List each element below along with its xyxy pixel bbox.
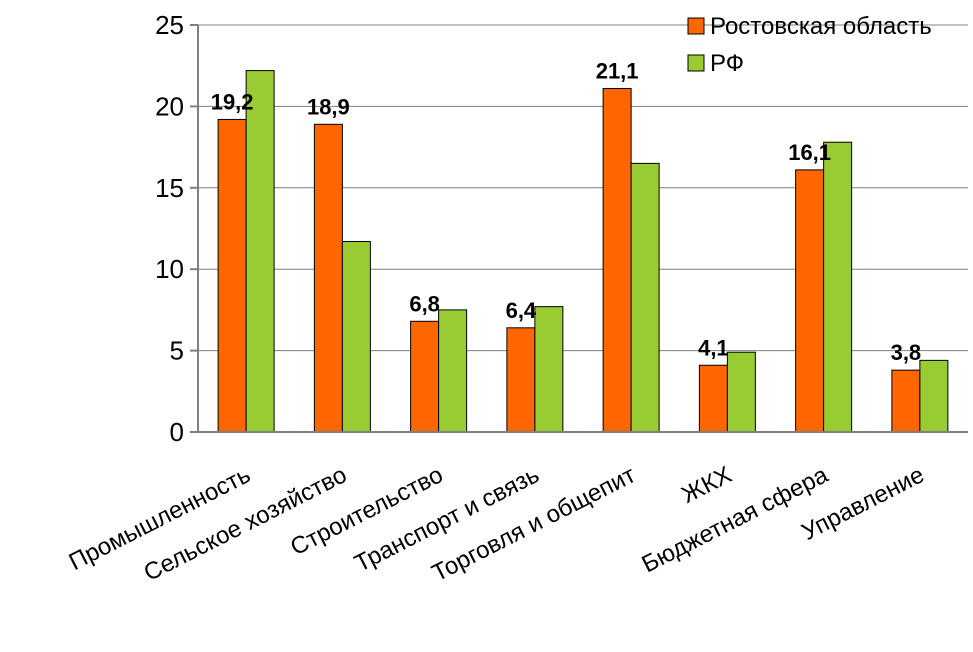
y-tick-label: 25 bbox=[155, 10, 184, 40]
bar-rostov bbox=[506, 327, 536, 433]
data-label: 18,9 bbox=[307, 94, 350, 119]
legend-label: Ростовская область bbox=[710, 13, 932, 40]
gridlines bbox=[198, 24, 968, 352]
legend-swatch bbox=[687, 54, 705, 72]
data-label: 19,2 bbox=[211, 89, 254, 114]
bar-rostov bbox=[602, 87, 632, 433]
bar-rf bbox=[341, 241, 371, 433]
legend-label: РФ bbox=[710, 50, 744, 77]
legend: Ростовская область РФ bbox=[687, 13, 932, 77]
y-tick-label: 15 bbox=[155, 173, 184, 203]
bar-rostov bbox=[410, 320, 440, 433]
data-label: 6,8 bbox=[409, 291, 440, 316]
y-axis-ticks: 0 5 10 15 20 25 bbox=[155, 10, 198, 447]
bar-rostov bbox=[217, 118, 247, 433]
y-tick-label: 0 bbox=[170, 417, 184, 447]
y-tick-label: 10 bbox=[155, 254, 184, 284]
bar-rostov bbox=[795, 169, 825, 433]
bar-rostov bbox=[891, 369, 921, 433]
bar-rf bbox=[438, 309, 468, 433]
bar-rf bbox=[823, 141, 853, 433]
bars bbox=[217, 70, 949, 433]
data-label: 6,4 bbox=[506, 298, 537, 323]
bar-rf bbox=[245, 70, 275, 433]
bar-rf bbox=[726, 351, 756, 433]
legend-swatch bbox=[687, 17, 705, 35]
bar-rostov bbox=[313, 123, 343, 433]
x-category-label: ЖКХ bbox=[677, 461, 736, 509]
y-tick-label: 20 bbox=[155, 91, 184, 121]
data-label: 3,8 bbox=[891, 340, 922, 365]
bar-rf bbox=[630, 162, 660, 433]
data-label: 4,1 bbox=[698, 335, 729, 360]
data-label: 21,1 bbox=[596, 58, 639, 83]
data-labels: 19,2 18,9 6,8 6,4 21,1 4,1 16,1 3,8 bbox=[211, 58, 921, 365]
y-tick-label: 5 bbox=[170, 336, 184, 366]
bar-rf bbox=[919, 359, 949, 433]
bar-rf bbox=[534, 306, 564, 433]
data-label: 16,1 bbox=[788, 140, 831, 165]
bar-rostov bbox=[698, 364, 728, 433]
